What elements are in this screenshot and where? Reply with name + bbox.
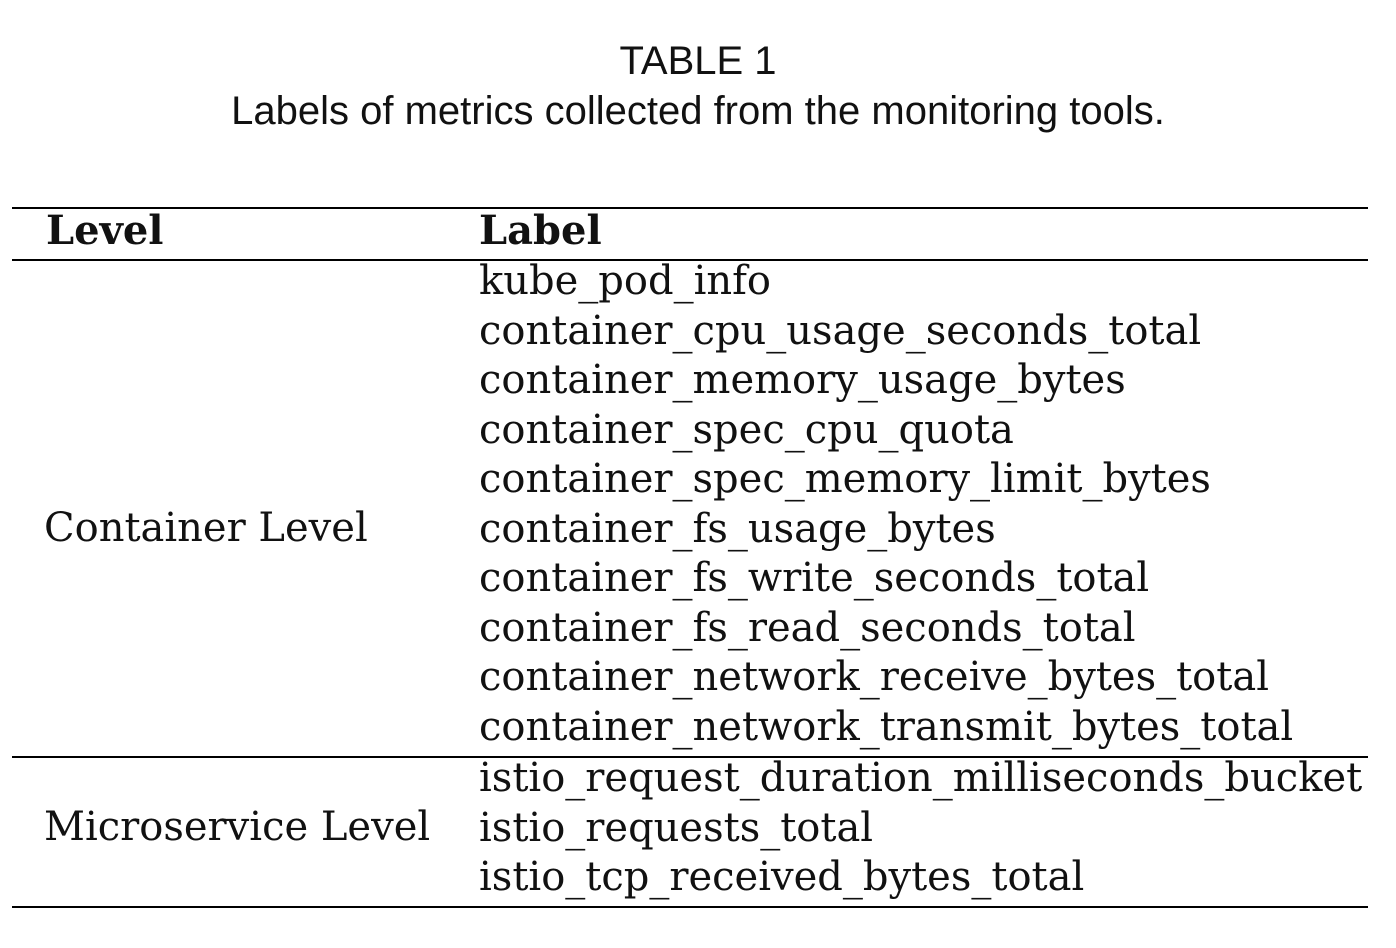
metric-label: istio_requests_total <box>479 804 874 851</box>
metric-label: container_memory_usage_bytes <box>479 357 1126 403</box>
metric-label: istio_tcp_received_bytes_total <box>479 854 1085 900</box>
table-number: TABLE 1 <box>619 39 777 83</box>
metric-label: container_spec_cpu_quota <box>479 406 1014 453</box>
bottom-rule <box>12 906 1368 908</box>
header-rule <box>12 259 1368 261</box>
metric-label: container_network_receive_bytes_total <box>479 654 1269 700</box>
metric-label: container_spec_memory_limit_bytes <box>479 456 1211 502</box>
table-caption-text: Labels of metrics collected from the mon… <box>231 89 1165 133</box>
metric-label: container_fs_write_seconds_total <box>479 555 1150 601</box>
header-label: Label <box>479 207 602 254</box>
header-level: Level <box>46 207 164 254</box>
metric-label: container_cpu_usage_seconds_total <box>479 307 1202 354</box>
metric-label: container_network_transmit_bytes_total <box>479 703 1294 750</box>
microservice-label-list: istio_request_duration_milliseconds_buck… <box>479 754 1362 903</box>
metric-label: container_fs_read_seconds_total <box>479 604 1136 651</box>
metric-label: kube_pod_info <box>479 258 772 304</box>
metric-label: container_fs_usage_bytes <box>479 505 996 552</box>
top-rule <box>12 207 1368 209</box>
level-cell-container: Container Level <box>44 505 368 551</box>
metric-label: istio_request_duration_milliseconds_buck… <box>479 755 1363 801</box>
group-divider-rule <box>12 756 1368 758</box>
container-label-list: kube_pod_info container_cpu_usage_second… <box>479 257 1293 752</box>
level-cell-microservice: Microservice Level <box>44 804 431 850</box>
